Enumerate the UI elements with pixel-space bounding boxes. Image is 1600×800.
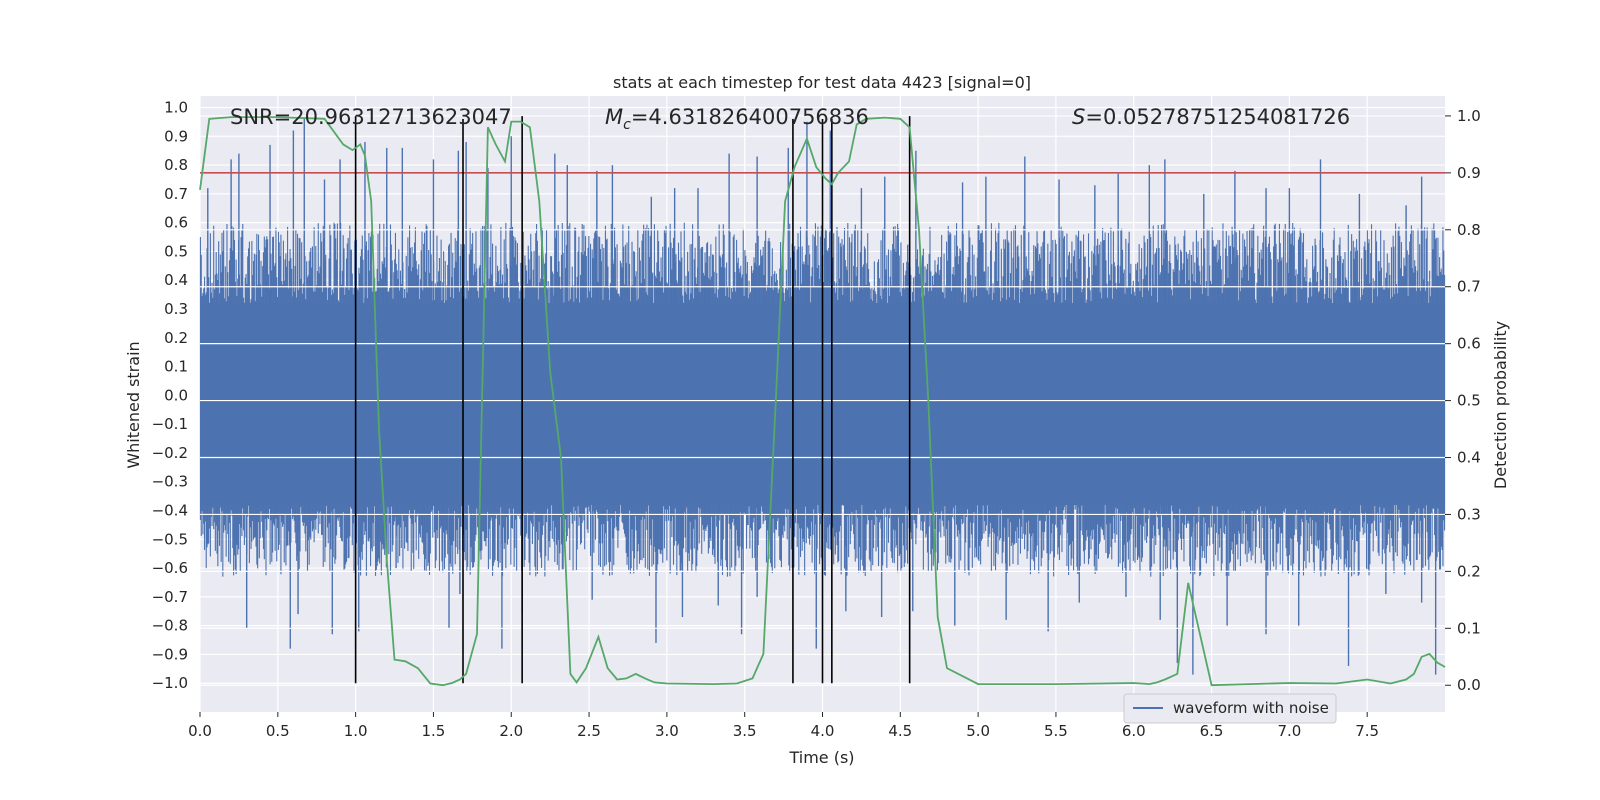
legend: waveform with noise	[1123, 693, 1337, 724]
y-tick-label: 1.0	[164, 99, 188, 117]
x-tick-label: 5.5	[1044, 722, 1068, 740]
y2-tick-label: 0.8	[1457, 221, 1481, 239]
y2-tick-label: 0.0	[1457, 676, 1481, 694]
x-tick-label: 0.5	[266, 722, 290, 740]
y2-tick-label: 0.4	[1457, 449, 1481, 467]
y-tick-label: 0.1	[164, 358, 188, 376]
y2-tick-label: 0.6	[1457, 335, 1481, 353]
y-axis-label: Whitened strain	[124, 341, 143, 468]
y-tick-label: −0.4	[152, 502, 188, 520]
x-tick-label: 4.0	[811, 722, 835, 740]
x-tick-label: 2.0	[499, 722, 523, 740]
chart-title: stats at each timestep for test data 442…	[613, 73, 1031, 92]
y2-tick-label: 0.3	[1457, 505, 1481, 523]
y2-tick-label: 0.2	[1457, 562, 1481, 580]
y-tick-label: −0.6	[152, 559, 188, 577]
y2-tick-label: 0.1	[1457, 619, 1481, 637]
y2-tick-label: 0.7	[1457, 278, 1481, 296]
event-lines	[354, 116, 911, 684]
y-tick-label: 0.4	[164, 271, 188, 289]
x-tick-label: 0.0	[188, 722, 212, 740]
snr-annotation: SNR=20.96312713623047	[230, 105, 512, 129]
legend-box	[1123, 693, 1337, 724]
x-tick-label: 6.0	[1122, 722, 1146, 740]
y-tick-label: −0.2	[152, 444, 188, 462]
x-tick-labels: 0.0 0.5 1.0 1.5 2.0 2.5 3.0 3.5 4.0 4.5 5.0 5.5 6.0 6…	[188, 712, 1379, 740]
y-tick-label: 0.0	[164, 386, 188, 404]
y2-tick-label: 1.0	[1457, 107, 1481, 125]
y-tick-label: −0.5	[152, 530, 188, 548]
y-tick-labels: 1.0 0.9 0.8 0.7 0.6 0.5 0.4 0.3 0.2 0.1 0.0 −0.1 −0.…	[152, 99, 188, 693]
x-tick-label: 3.0	[655, 722, 679, 740]
x-tick-label: 4.5	[888, 722, 912, 740]
x-axis-label: Time (s)	[788, 748, 854, 767]
y-tick-label: −0.7	[152, 588, 188, 606]
y2-tick-label: 0.9	[1457, 164, 1481, 182]
y2-tick-label: 0.5	[1457, 392, 1481, 410]
legend-label: waveform with noise	[1173, 699, 1329, 717]
detection-probability-line	[199, 116, 1446, 687]
y-tick-label: −1.0	[152, 674, 188, 692]
y-tick-label: 0.5	[164, 242, 188, 260]
y-tick-label: −0.1	[152, 415, 188, 433]
y-tick-label: 0.3	[164, 300, 188, 318]
x-tick-label: 7.5	[1355, 722, 1379, 740]
y-tick-label: −0.9	[152, 645, 188, 663]
y-tick-label: 0.8	[164, 156, 188, 174]
y-tick-label: 0.6	[164, 214, 188, 232]
y-tick-label: −0.8	[152, 617, 188, 635]
y2-axis-label: Detection probability	[1491, 321, 1510, 489]
x-tick-label: 6.5	[1200, 722, 1224, 740]
x-tick-label: 1.0	[344, 722, 368, 740]
x-tick-label: 5.0	[966, 722, 990, 740]
y-tick-label: 0.9	[164, 127, 188, 145]
chirp-mass-annotation: Mc=4.631826400756836	[605, 105, 869, 133]
x-tick-label: 2.5	[577, 722, 601, 740]
s-annotation: S=0.05278751254081726	[1072, 105, 1350, 129]
x-tick-label: 7.0	[1277, 722, 1301, 740]
y-tick-label: 0.2	[164, 329, 188, 347]
y2-tick-labels: 1.0 0.9 0.8 0.7 0.6 0.5 0.4 0.3 0.2 0.1 0.0	[1445, 107, 1481, 694]
x-tick-label: 3.5	[733, 722, 757, 740]
y-tick-label: 0.7	[164, 185, 188, 203]
y-tick-label: −0.3	[152, 473, 188, 491]
x-tick-label: 1.5	[422, 722, 446, 740]
